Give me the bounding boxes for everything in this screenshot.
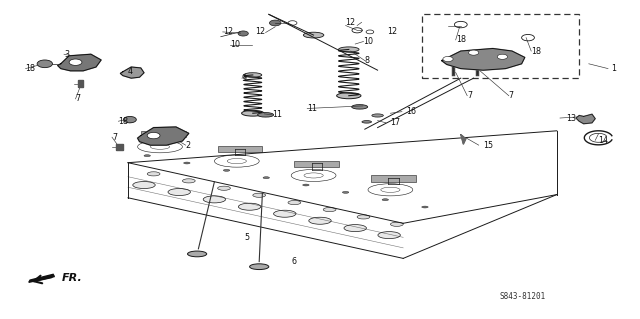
- Ellipse shape: [204, 196, 226, 203]
- Polygon shape: [78, 80, 83, 87]
- Polygon shape: [29, 274, 54, 282]
- Polygon shape: [138, 127, 189, 145]
- Circle shape: [468, 50, 479, 55]
- Ellipse shape: [250, 264, 269, 270]
- Text: 18: 18: [118, 117, 129, 126]
- FancyBboxPatch shape: [422, 14, 579, 78]
- Text: 18: 18: [456, 35, 466, 44]
- Ellipse shape: [244, 73, 262, 77]
- Ellipse shape: [144, 155, 150, 157]
- Ellipse shape: [372, 114, 383, 117]
- Ellipse shape: [147, 172, 160, 176]
- Polygon shape: [116, 144, 123, 150]
- Ellipse shape: [390, 222, 403, 226]
- Circle shape: [238, 31, 248, 36]
- Ellipse shape: [357, 215, 370, 219]
- Ellipse shape: [339, 47, 359, 52]
- Ellipse shape: [184, 162, 190, 164]
- FancyArrowPatch shape: [34, 276, 52, 283]
- Polygon shape: [371, 175, 416, 182]
- Text: 6: 6: [291, 257, 296, 266]
- Ellipse shape: [378, 232, 401, 239]
- Circle shape: [147, 132, 160, 139]
- Text: 12: 12: [346, 18, 356, 27]
- Polygon shape: [218, 146, 262, 152]
- Text: 8: 8: [365, 56, 370, 65]
- Ellipse shape: [188, 251, 207, 257]
- Ellipse shape: [382, 199, 388, 201]
- Ellipse shape: [133, 182, 155, 189]
- Text: 10: 10: [230, 40, 241, 49]
- Polygon shape: [442, 48, 525, 70]
- Circle shape: [37, 60, 52, 68]
- Circle shape: [443, 56, 453, 62]
- Text: 10: 10: [364, 37, 374, 46]
- Text: 14: 14: [598, 136, 609, 145]
- Ellipse shape: [422, 206, 428, 208]
- Text: 12: 12: [223, 27, 233, 36]
- Ellipse shape: [218, 186, 230, 190]
- Polygon shape: [576, 114, 595, 124]
- Ellipse shape: [323, 208, 336, 212]
- Text: 7: 7: [467, 91, 472, 100]
- Ellipse shape: [362, 121, 371, 123]
- Ellipse shape: [223, 169, 230, 171]
- Ellipse shape: [352, 105, 368, 109]
- Text: 12: 12: [255, 27, 266, 36]
- Text: 13: 13: [566, 114, 577, 122]
- Polygon shape: [461, 135, 466, 144]
- Ellipse shape: [274, 210, 296, 217]
- Text: S843-81201: S843-81201: [499, 293, 545, 301]
- Ellipse shape: [303, 184, 309, 186]
- Text: 18: 18: [26, 64, 36, 73]
- Text: 2: 2: [186, 141, 191, 150]
- Ellipse shape: [239, 203, 261, 210]
- Polygon shape: [141, 131, 186, 137]
- Ellipse shape: [182, 179, 195, 183]
- Polygon shape: [120, 67, 144, 78]
- Circle shape: [69, 59, 82, 65]
- Circle shape: [124, 116, 136, 123]
- Ellipse shape: [344, 225, 367, 232]
- Text: 7: 7: [509, 91, 514, 100]
- Polygon shape: [294, 161, 339, 167]
- Text: 12: 12: [387, 27, 397, 36]
- Text: 15: 15: [483, 141, 493, 150]
- Polygon shape: [58, 54, 101, 71]
- Ellipse shape: [257, 113, 274, 117]
- Ellipse shape: [242, 110, 264, 116]
- Ellipse shape: [309, 217, 332, 224]
- Ellipse shape: [288, 201, 301, 205]
- Circle shape: [497, 54, 508, 59]
- Text: 4: 4: [128, 67, 133, 76]
- Text: 18: 18: [531, 47, 541, 56]
- Ellipse shape: [168, 189, 191, 196]
- Ellipse shape: [263, 177, 269, 179]
- Text: 11: 11: [307, 104, 317, 113]
- Text: FR.: FR.: [62, 272, 83, 283]
- Text: 3: 3: [64, 50, 69, 59]
- Text: 7: 7: [76, 94, 81, 103]
- Text: 16: 16: [406, 107, 417, 116]
- Ellipse shape: [303, 32, 324, 38]
- Text: 7: 7: [112, 133, 117, 142]
- Text: 5: 5: [244, 233, 250, 242]
- Ellipse shape: [253, 193, 266, 197]
- Ellipse shape: [342, 191, 349, 193]
- Text: 1: 1: [611, 64, 616, 73]
- Text: 9: 9: [242, 74, 247, 83]
- Circle shape: [269, 20, 281, 26]
- Ellipse shape: [337, 93, 361, 99]
- Text: 11: 11: [272, 110, 282, 119]
- Text: 17: 17: [390, 118, 401, 127]
